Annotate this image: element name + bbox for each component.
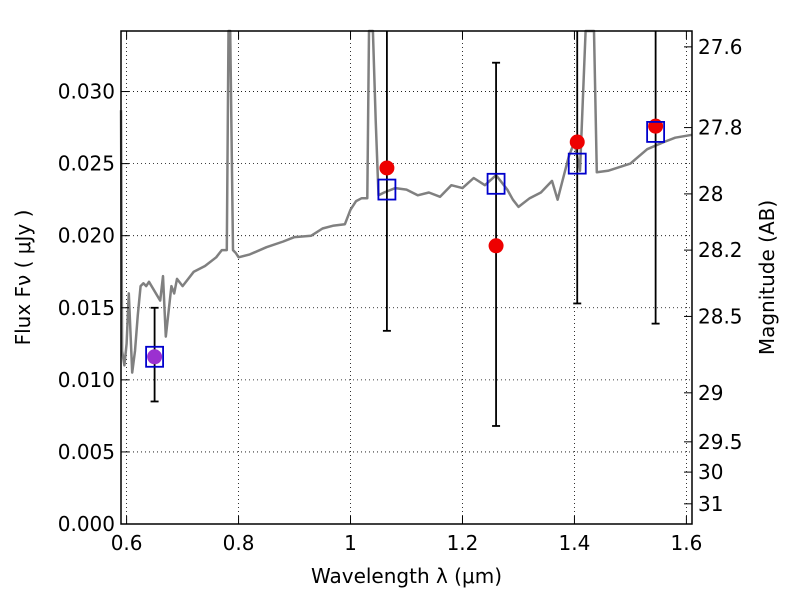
- mag-tick-label: 31: [698, 492, 723, 516]
- observed-point: [488, 238, 504, 254]
- x-tick-label: 0.8: [223, 531, 255, 555]
- x-tick-label: 1.6: [670, 531, 702, 555]
- grid-lines: [121, 31, 692, 525]
- y-tick-label: 0.025: [58, 152, 115, 176]
- x-axis-label: Wavelength λ (μm): [311, 564, 502, 588]
- mag-tick-label: 28.5: [698, 304, 743, 328]
- observed-point: [648, 118, 664, 134]
- plot-frame: [120, 30, 693, 525]
- y-tick-label: 0.015: [58, 296, 115, 320]
- model-series: [145, 121, 666, 368]
- model-point: [646, 121, 666, 143]
- x-tick-label: 0.6: [111, 531, 143, 555]
- y-tick-label: 0.010: [58, 368, 115, 392]
- mag-tick-label: 30: [698, 460, 723, 484]
- y-axis-right-label: Magnitude (AB): [755, 200, 779, 355]
- mag-tick-label: 27.6: [698, 35, 743, 59]
- y-tick-label: 0.005: [58, 440, 115, 464]
- mag-tick-label: 28: [698, 182, 723, 206]
- mag-tick-label: 28.2: [698, 238, 743, 262]
- observed-point: [147, 349, 163, 365]
- x-tick-label: 1: [344, 531, 357, 555]
- model-point: [486, 172, 506, 195]
- x-tick-label: 1.4: [559, 531, 591, 555]
- mag-tick-label: 27.8: [698, 116, 743, 140]
- observed-point: [379, 160, 395, 176]
- mag-tick-label: 29: [698, 381, 723, 405]
- y-tick-label: 0.030: [58, 80, 115, 104]
- y-tick-label: 0.020: [58, 224, 115, 248]
- observed-point: [569, 134, 585, 150]
- spectrum-series: [119, 29, 693, 374]
- model-point: [145, 345, 164, 368]
- model-point: [567, 152, 587, 175]
- mag-tick-label: 29.5: [698, 430, 743, 454]
- x-tick-label: 1.2: [447, 531, 479, 555]
- axis-ticks: 0.6 0.8 1 1.2 1.4 1.6 0.000 0.005 0.010 0.015 0.02…: [58, 31, 743, 555]
- model-point: [377, 178, 397, 201]
- y-axis-label: Flux Fν ( μJy ): [11, 210, 35, 346]
- observed-series: [147, 118, 664, 365]
- y-tick-label: 0.000: [58, 512, 115, 536]
- spectrum-line: [119, 29, 693, 374]
